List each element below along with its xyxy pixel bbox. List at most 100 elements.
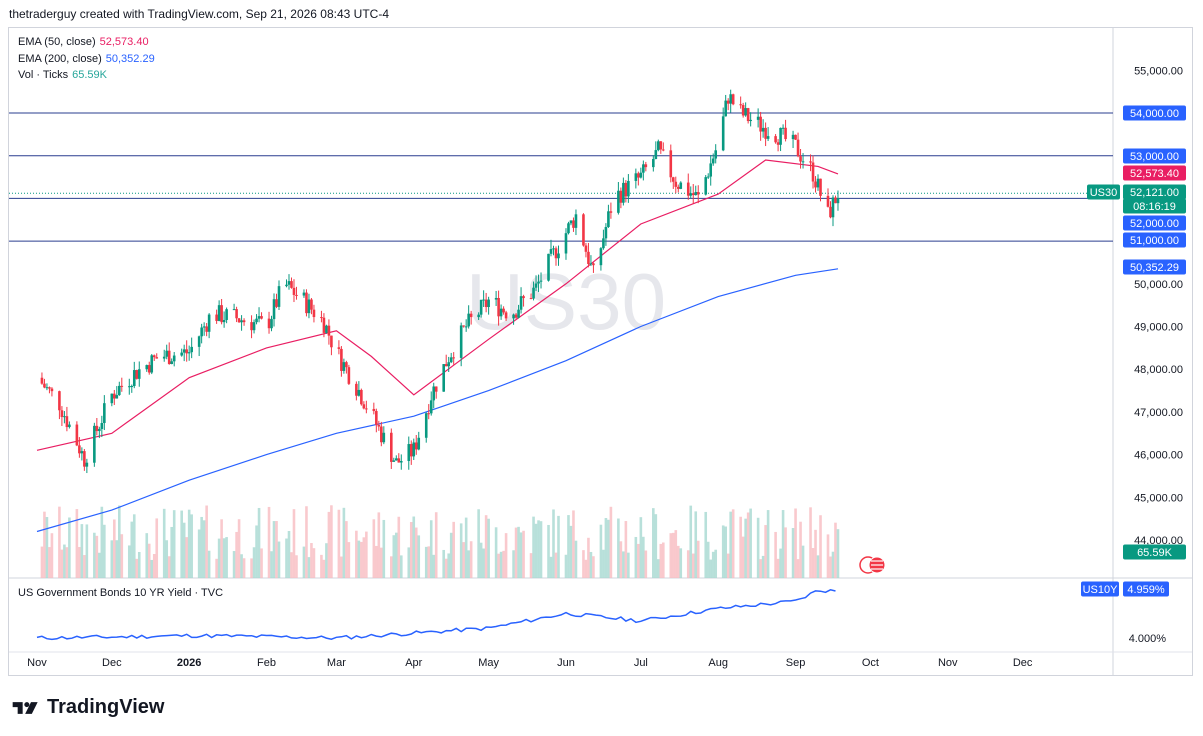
volume-bar <box>200 516 203 578</box>
time-axis-tick: Dec <box>102 657 122 669</box>
candle-body <box>766 136 770 139</box>
volume-bar <box>414 527 418 578</box>
volume-bar <box>574 540 578 578</box>
candle-body <box>162 356 166 359</box>
candle-body <box>48 387 51 389</box>
volume-bar <box>819 515 822 578</box>
candle-body <box>429 400 433 414</box>
candle-body <box>240 320 243 323</box>
volume-bar <box>662 542 665 578</box>
volume-bar <box>190 514 193 578</box>
time-axis-tick: Apr <box>405 657 422 669</box>
volume-bar <box>302 546 306 578</box>
candle-body <box>761 127 765 132</box>
volume-bar <box>362 537 366 578</box>
volume-bar <box>502 550 505 578</box>
candle-body <box>547 253 550 281</box>
volume-bar <box>290 552 293 578</box>
candle-body <box>63 416 66 418</box>
volume-bar <box>95 535 99 578</box>
time-axis-tick: Feb <box>257 657 276 669</box>
volume-bar <box>714 549 718 578</box>
candle-body <box>277 286 281 307</box>
volume-bar <box>706 541 710 578</box>
candle-body <box>589 263 593 265</box>
volume-bar <box>325 543 328 578</box>
volume-bar <box>464 517 468 578</box>
candle-body <box>637 173 640 178</box>
volume-bar <box>592 556 595 578</box>
volume-bar <box>567 515 570 578</box>
us10y-line <box>36 589 836 641</box>
volume-bar <box>305 506 308 578</box>
volume-bar <box>809 507 812 578</box>
volume-bar <box>479 542 483 578</box>
lower-pane-title[interactable]: US Government Bonds 10 YR Yield · TVC <box>18 587 223 600</box>
candle-body <box>434 386 438 392</box>
volume-bar <box>764 525 767 578</box>
candle-body <box>98 428 101 432</box>
candle-body <box>85 462 89 467</box>
legend-ema50[interactable]: EMA (50, close) 52,573.40 <box>18 36 149 49</box>
tradingview-logo[interactable]: TradingView <box>11 696 164 719</box>
volume-bar <box>103 524 106 578</box>
candle-body <box>237 318 241 323</box>
candle-body <box>295 294 298 296</box>
candle-body <box>180 352 183 356</box>
volume-bar <box>43 511 46 578</box>
price-badge-text: 54,000.00 <box>1130 108 1179 120</box>
candle-body <box>135 370 139 379</box>
candle-body <box>552 248 555 250</box>
volume-bar <box>360 541 363 578</box>
candle-body <box>182 349 186 353</box>
volume-bar <box>599 524 603 578</box>
candle-body <box>447 362 450 367</box>
volume-bar <box>40 546 44 578</box>
volume-bar <box>357 540 361 578</box>
volume-bar <box>774 531 777 578</box>
volume-bar <box>749 508 752 578</box>
candle-body <box>382 432 386 443</box>
candle-body <box>260 316 263 319</box>
volume-bar <box>499 551 503 578</box>
volume-bar <box>617 518 620 578</box>
volume-bar <box>784 527 787 578</box>
volume-bar <box>68 517 71 578</box>
candle-body <box>68 424 71 428</box>
volume-bar <box>375 545 378 578</box>
volume-bar <box>634 536 638 578</box>
volume-bar <box>48 547 51 578</box>
volume-bar <box>676 545 680 578</box>
legend-ema50-value: 52,573.40 <box>99 36 149 48</box>
candle-body <box>644 164 648 168</box>
price-badge-text: 51,000.00 <box>1130 235 1179 247</box>
candle-body <box>704 177 708 195</box>
volume-bar <box>98 552 101 578</box>
price-badge <box>1123 165 1186 181</box>
price-axis-tick: 48,000.00 <box>1134 364 1183 376</box>
candle-body <box>167 350 171 364</box>
candle-body <box>337 347 341 349</box>
candle-body <box>834 197 837 204</box>
volume-bar <box>205 505 208 578</box>
candle-body <box>197 336 201 347</box>
volume-bar <box>237 519 241 578</box>
candle-body <box>784 127 787 140</box>
volume-bar <box>322 559 326 578</box>
candle-body <box>444 364 448 367</box>
candle-body <box>165 350 169 357</box>
price-badge-text: 52,121.00 <box>1130 187 1179 199</box>
candle-body <box>809 161 812 163</box>
candle-body <box>462 325 465 327</box>
candle-body <box>222 319 226 323</box>
candle-body <box>130 385 134 387</box>
legend-volume[interactable]: Vol · Ticks 65.59K <box>18 69 107 82</box>
chart-frame <box>8 27 1193 676</box>
volume-bar <box>459 523 463 578</box>
legend-ema200[interactable]: EMA (200, close) 50,352.29 <box>18 53 155 66</box>
legend-ema200-value: 50,352.29 <box>105 53 155 65</box>
time-axis-tick: Aug <box>708 657 728 669</box>
price-badge-text: 52,573.40 <box>1130 168 1179 180</box>
candle-body <box>375 411 378 425</box>
